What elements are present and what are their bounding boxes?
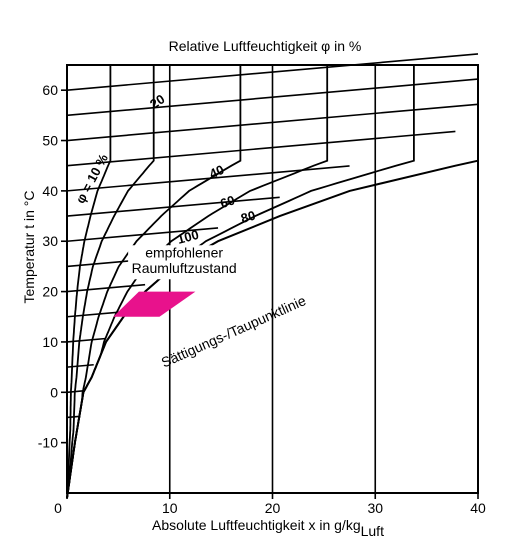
curve-label-20: 20	[147, 91, 167, 111]
curve-label-40: 40	[207, 162, 226, 182]
comfort-zone-label-background	[128, 245, 241, 280]
y-tick-label-10: 10	[42, 334, 58, 350]
y-axis-label: Temperatur t in °C	[21, 191, 37, 304]
isotherm-20	[66, 283, 146, 293]
x-tick-label-10: 10	[162, 500, 178, 516]
isotherm-55	[66, 78, 479, 117]
isotherm-50	[66, 103, 479, 142]
y-tick-label-40: 40	[42, 183, 58, 199]
y-tick-label-30: 30	[42, 233, 58, 249]
y-tick-label-20: 20	[42, 284, 58, 300]
curve-label-100: 100	[176, 227, 201, 247]
comfort-zone-label-line2: Raumluftzustand	[132, 260, 237, 276]
y-tick-label--10: -10	[38, 435, 58, 451]
x-tick-label-0: 0	[54, 500, 62, 516]
x-axis-label-subscript: Luft	[361, 523, 384, 539]
y-tick-label-0: 0	[50, 384, 58, 400]
x-axis-label: Absolute Luftfeuchtigkeit x in g/kgLuft	[152, 517, 384, 539]
rh-curve-60	[66, 65, 329, 499]
curve-label-80: 80	[239, 208, 257, 226]
isotherm-15	[66, 310, 124, 318]
comfort-zone	[113, 291, 196, 317]
y-tick-label-60: 60	[42, 82, 58, 98]
x-tick-label-40: 40	[470, 500, 486, 516]
isotherm-60	[66, 53, 479, 91]
x-axis-label-main: Absolute Luftfeuchtigkeit x in g/kg	[152, 517, 361, 533]
rh-curve-10	[66, 65, 112, 499]
plot-area	[66, 53, 479, 499]
rh-curve-20	[66, 65, 155, 499]
comfort-zone-label-line1: empfohlener	[145, 244, 223, 260]
isotherm-45	[66, 130, 456, 167]
x-tick-label-20: 20	[265, 500, 281, 516]
isotherm-35	[66, 196, 280, 217]
isotherm-5	[66, 363, 94, 368]
chart-title: Relative Luftfeuchtigkeit φ in %	[169, 38, 362, 54]
x-tick-label-30: 30	[367, 500, 383, 516]
curve-label-10: φ = 10 %	[73, 151, 112, 206]
curve-label-60: 60	[218, 192, 236, 211]
y-tick-label-50: 50	[42, 133, 58, 149]
saturation-curve-label: Sättigungs-/Taupunktlinie	[159, 292, 309, 370]
